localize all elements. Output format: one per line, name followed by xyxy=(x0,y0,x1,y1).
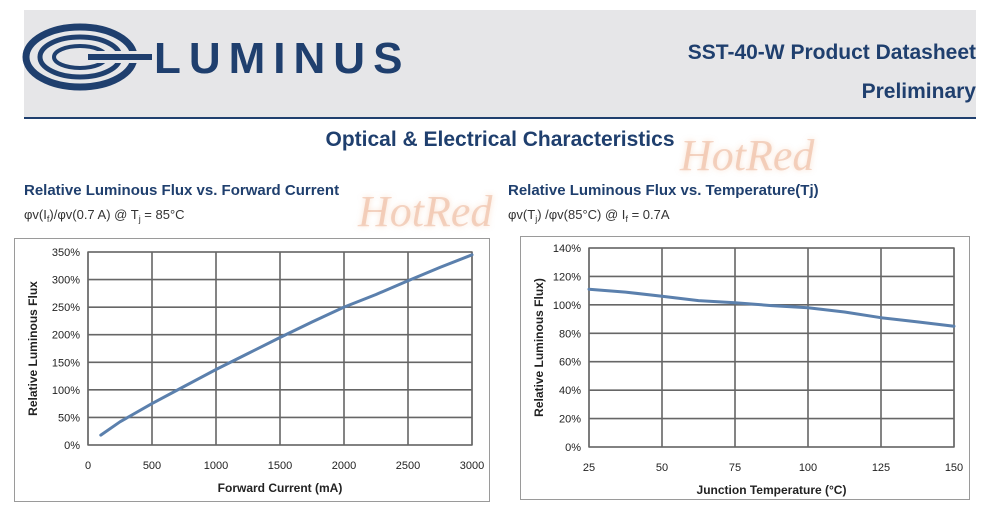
x-tick-label: 1000 xyxy=(204,460,228,472)
luminus-logo: LUMINUS xyxy=(22,22,462,92)
x-tick-label: 1500 xyxy=(268,460,292,472)
y-tick-label: 100% xyxy=(553,300,581,312)
y-tick-label: 20% xyxy=(559,414,581,426)
x-tick-label: 125 xyxy=(872,462,890,474)
x-tick-label: 100 xyxy=(799,462,817,474)
y-tick-label: 140% xyxy=(553,243,581,255)
x-tick-label: 75 xyxy=(729,462,741,474)
document-title: SST-40-W Product Datasheet xyxy=(687,41,976,64)
chart-1-subtitle: φv(If)/φv(0.7 A) @ Tj = 85°C xyxy=(24,207,185,224)
x-tick-label: 2500 xyxy=(396,460,420,472)
y-tick-label: 60% xyxy=(559,357,581,369)
x-tick-label: 25 xyxy=(583,462,595,474)
y-tick-label: 150% xyxy=(52,357,80,369)
x-axis-label: Forward Current (mA) xyxy=(218,481,343,495)
y-tick-label: 200% xyxy=(52,330,80,342)
brand-name: LUMINUS xyxy=(154,34,411,83)
y-tick-label: 80% xyxy=(559,328,581,340)
x-tick-label: 0 xyxy=(85,460,91,472)
plot-area xyxy=(588,247,955,448)
chart-2-subtitle: φv(Tj) /φv(85°C) @ If = 0.7A xyxy=(508,207,670,224)
y-tick-label: 0% xyxy=(565,442,581,454)
series-line xyxy=(99,253,474,437)
y-tick-label: 250% xyxy=(52,302,80,314)
x-tick-label: 3000 xyxy=(460,460,484,472)
x-tick-label: 150 xyxy=(945,462,963,474)
section-title: Optical & Electrical Characteristics xyxy=(325,128,675,151)
series-line xyxy=(587,287,956,328)
x-tick-label: 2000 xyxy=(332,460,356,472)
y-tick-label: 100% xyxy=(52,385,80,397)
y-axis-label: Relative Luminous Flux) xyxy=(532,278,546,417)
y-tick-label: 40% xyxy=(559,385,581,397)
flux-vs-temperature-chart: 25 50 75 100 125 150 0% 20% 40% 60% 80% 100% 120% 140… xyxy=(532,243,963,497)
chart-1-title: Relative Luminous Flux vs. Forward Curre… xyxy=(24,182,340,199)
header-divider xyxy=(24,117,976,119)
chart-2-frame: 25 50 75 100 125 150 0% 20% 40% 60% 80% 100% 120% 140… xyxy=(520,236,970,500)
y-tick-label: 0% xyxy=(64,440,80,452)
y-tick-label: 50% xyxy=(58,412,80,424)
chart-1-frame: 0 500 1000 1500 2000 2500 3000 0% 50% 100% 150% 200… xyxy=(14,238,490,502)
x-tick-label: 500 xyxy=(143,460,161,472)
watermark: HotRed xyxy=(358,187,493,236)
flux-vs-current-chart: 0 500 1000 1500 2000 2500 3000 0% 50% 100% 150% 200… xyxy=(26,247,484,495)
y-axis-label: Relative Luminous Flux xyxy=(26,281,40,416)
document-status: Preliminary xyxy=(861,80,976,103)
datasheet-header xyxy=(24,10,976,117)
y-tick-label: 300% xyxy=(52,275,80,287)
y-tick-label: 350% xyxy=(52,247,80,259)
x-tick-label: 50 xyxy=(656,462,668,474)
logo-mark-icon xyxy=(22,23,152,91)
x-axis-label: Junction Temperature (°C) xyxy=(697,483,847,497)
chart-2-title: Relative Luminous Flux vs. Temperature(T… xyxy=(508,182,819,199)
y-tick-label: 120% xyxy=(553,271,581,283)
